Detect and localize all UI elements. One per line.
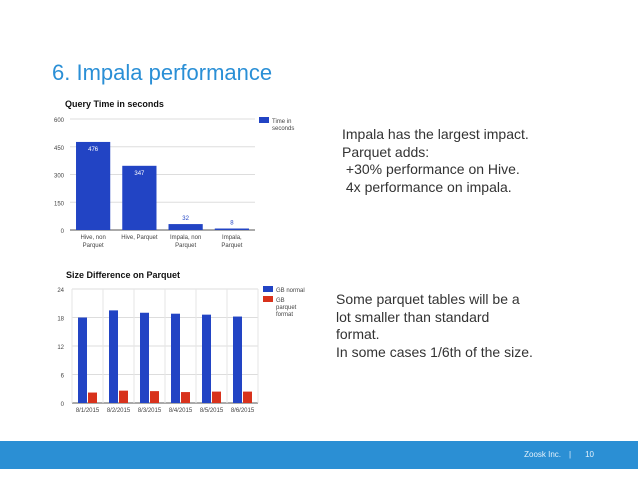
bar-gb-parquet: [150, 391, 159, 403]
data-label: 476: [88, 147, 99, 153]
text-line: lot smaller than standard: [336, 308, 490, 325]
slide-title: 6. Impala performance: [52, 60, 273, 85]
footer-page-number: 10: [585, 450, 594, 459]
bar: [168, 224, 203, 230]
bar: [76, 141, 111, 230]
footer-text: Zoosk Inc. | 10: [516, 450, 594, 459]
text-line: In some cases 1/6th of the size.: [336, 343, 533, 360]
text-line: 4x performance on impala.: [342, 178, 512, 195]
legend-label: GB: [276, 298, 285, 304]
x-tick-label: 8/1/2015: [76, 408, 100, 414]
data-label: 8: [230, 221, 234, 227]
x-tick-label: 8/2/2015: [107, 408, 131, 414]
x-tick-label: 8/5/2015: [200, 408, 224, 414]
text-line: Some parquet tables will be a: [336, 291, 520, 307]
y-tick-label: 450: [54, 146, 65, 152]
legend-label: parquet: [276, 305, 297, 311]
x-tick-label: 8/6/2015: [231, 408, 255, 414]
legend-label: Time in: [272, 119, 291, 125]
y-tick-label: 6: [61, 374, 65, 380]
y-tick-label: 300: [54, 174, 65, 180]
query-time-chart-title: Query Time in seconds: [65, 99, 164, 109]
y-tick-label: 24: [57, 288, 64, 294]
x-tick-label: Hive, Parquet: [121, 235, 158, 241]
size-difference-chart: 0 6 12 18 24 8/1/2015 8/2/2015 8/3/2015 8/4/2015…: [57, 286, 305, 414]
text-line: Parquet adds:: [342, 143, 430, 160]
bar-gb-parquet: [212, 391, 221, 403]
legend-swatch: [263, 296, 273, 302]
bar-gb-normal: [78, 317, 87, 403]
impact-text-block: Impala has the largest impact. Parquet a…: [342, 126, 529, 196]
x-tick-label: Parquet: [221, 243, 242, 249]
y-tick-label: 150: [54, 201, 65, 207]
query-time-chart: 0 150 300 450 600 476 Hive, non Parquet 347 Hive,…: [54, 117, 294, 249]
bar-gb-normal: [171, 313, 180, 403]
y-tick-label: 18: [57, 317, 64, 323]
x-tick-label: Parquet: [175, 243, 196, 249]
size-text-block: Some parquet tables will be a lot smalle…: [336, 291, 533, 361]
y-tick-label: 600: [54, 118, 65, 124]
bar-gb-parquet: [181, 392, 190, 403]
x-tick-label: Impala,: [222, 235, 242, 241]
legend-swatch: [263, 286, 273, 292]
legend-swatch: [259, 117, 269, 123]
x-tick-label: 8/4/2015: [169, 408, 193, 414]
x-tick-label: Parquet: [83, 243, 104, 249]
text-line: format.: [336, 326, 380, 342]
text-line: +30% performance on Hive.: [342, 161, 520, 177]
x-tick-label: Impala, non: [170, 235, 201, 241]
y-tick-label: 0: [61, 229, 65, 235]
data-label: 32: [182, 216, 189, 222]
y-tick-label: 0: [61, 402, 65, 408]
bar-gb-normal: [109, 310, 118, 403]
bar-gb-parquet: [119, 390, 128, 403]
legend-label: format: [276, 312, 293, 318]
footer-separator: |: [569, 450, 572, 459]
data-label: 347: [134, 171, 145, 177]
size-difference-chart-title: Size Difference on Parquet: [66, 270, 181, 280]
bar: [122, 165, 157, 230]
legend-label: seconds: [272, 126, 294, 132]
legend-label: GB normal: [276, 288, 305, 294]
bar-gb-parquet: [88, 392, 97, 403]
bar-gb-parquet: [243, 391, 252, 403]
x-tick-label: 8/3/2015: [138, 408, 162, 414]
bar-gb-normal: [140, 312, 149, 403]
bar-gb-normal: [233, 316, 242, 403]
footer-company: Zoosk Inc.: [524, 450, 562, 459]
bar-gb-normal: [202, 314, 211, 403]
text-line: Impala has the largest impact.: [342, 126, 529, 142]
x-tick-label: Hive, non: [80, 235, 105, 241]
footer-bar: Zoosk Inc. | 10: [0, 441, 638, 469]
bar: [214, 228, 249, 230]
y-tick-label: 12: [57, 345, 64, 351]
